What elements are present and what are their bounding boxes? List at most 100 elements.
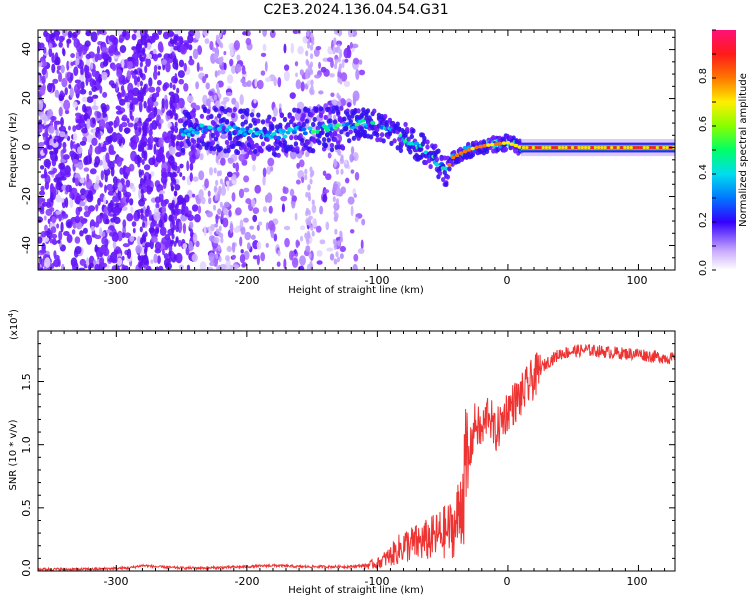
- spectrogram-noise-blob: [38, 42, 45, 49]
- spectrogram-noise-blob: [108, 56, 112, 63]
- spectrogram-ridge-blob: [276, 152, 281, 158]
- spectrogram-streak-blob: [172, 141, 176, 148]
- spectrogram-noise-blob: [193, 213, 201, 223]
- spectrogram-ridge-blob: [321, 136, 327, 143]
- spectrogram-ridge-blob: [210, 140, 216, 146]
- spectrogram-ridge-blob: [235, 149, 241, 156]
- spectrogram-streak-blob: [173, 171, 177, 178]
- spectrogram-noise-blob: [112, 195, 118, 203]
- spectrogram-streak-blob: [169, 172, 173, 179]
- spectrogram-hot-spot: [482, 144, 487, 148]
- spectrogram-noise-blob: [39, 267, 44, 270]
- spectrogram-ridge-blob: [323, 114, 328, 121]
- spectrogram-streak-blob: [212, 204, 217, 211]
- spectrogram-noise-blob: [183, 82, 189, 92]
- spectrogram-noise-blob: [138, 188, 142, 200]
- spectrogram-noise-blob: [280, 195, 288, 202]
- spectrogram-noise-blob: [222, 182, 226, 189]
- spectrogram-ridge-blob: [213, 136, 219, 142]
- spectrogram-streak-blob: [220, 237, 224, 244]
- spectrogram-streak-blob: [143, 175, 147, 182]
- spectrogram-carrier-spot: [649, 145, 653, 150]
- spectrogram-noise-blob: [88, 262, 94, 269]
- spectrogram-noise-blob: [58, 230, 63, 241]
- spectrogram-noise-blob: [146, 117, 152, 122]
- spectrogram-noise-blob: [236, 54, 241, 61]
- colorbar: 0.0 0.2 0.4 0.6 0.8 Normalized spectral …: [698, 29, 749, 276]
- spectrogram-noise-blob: [173, 213, 178, 221]
- spectrogram-noise-blob: [131, 221, 137, 227]
- spectrogram-noise-blob: [159, 190, 165, 195]
- spectrogram-noise-blob: [240, 78, 245, 84]
- spectrogram-noise-blob: [100, 170, 105, 181]
- spectrogram-noise-blob: [168, 145, 176, 156]
- spectrogram-noise-blob: [96, 30, 101, 36]
- spectrogram-noise-blob: [126, 213, 134, 222]
- spectrogram-ridge-blob: [224, 139, 230, 145]
- spectrogram-ridge-blob: [310, 121, 316, 128]
- spectrogram-noise-blob: [78, 201, 86, 207]
- spectrogram-noise-blob: [51, 52, 55, 63]
- spectrogram-noise-blob: [245, 37, 252, 46]
- spectrogram-noise-blob: [154, 34, 160, 40]
- spectrogram-noise-blob: [225, 91, 233, 97]
- spectrogram-carrier-spot: [531, 145, 535, 150]
- spectrogram-panel: -300 -200 -100 0 100 Height of straight …: [8, 29, 676, 296]
- spectrogram-noise-blob: [220, 100, 227, 105]
- spectrogram-noise-blob: [158, 137, 164, 148]
- spectrogram-noise-blob: [265, 221, 269, 231]
- spectrogram-noise-blob: [46, 160, 51, 170]
- spectrogram-noise-blob: [124, 232, 132, 239]
- spectrogram-ridge-blob: [232, 106, 238, 113]
- spectrogram-noise-blob: [194, 30, 201, 40]
- spectrogram-streak-blob: [219, 178, 224, 185]
- spectrogram-noise-blob: [86, 193, 94, 203]
- spectrogram-streak-blob: [333, 30, 338, 35]
- spectrogram-streak-blob: [139, 226, 143, 233]
- spectrogram-noise-blob: [335, 40, 343, 47]
- spectrogram-streak-blob: [175, 236, 179, 243]
- spectrogram-ridge-blob: [196, 138, 202, 144]
- spectrogram-noise-blob: [295, 239, 300, 248]
- spectrogram-ridge-blob: [209, 145, 214, 152]
- bot-ytick-1: 0.0: [20, 559, 33, 577]
- spectrogram-noise-blob: [105, 152, 110, 163]
- spectrogram-hot-spot: [458, 151, 464, 155]
- spectrogram-noise-blob: [162, 249, 165, 256]
- spectrogram-ridge-blob: [215, 132, 220, 138]
- spectrogram-noise-blob: [358, 69, 366, 76]
- spectrogram-ridge-blob: [292, 107, 297, 113]
- spectrogram-noise-blob: [246, 80, 252, 88]
- spectrogram-noise-blob: [203, 225, 207, 237]
- spectrogram-noise-blob: [86, 118, 91, 130]
- spectrogram-noise-blob: [92, 117, 96, 125]
- spectrogram-ridge-blob: [332, 131, 338, 137]
- spectrogram-noise-blob: [215, 213, 219, 225]
- spectrogram-ridge-blob: [293, 135, 299, 141]
- spectrogram-noise-blob: [60, 117, 64, 127]
- spectrogram-ridge-blob: [436, 148, 441, 154]
- spectrogram-noise-blob: [223, 62, 227, 71]
- spectrogram-ridge-blob: [212, 121, 217, 127]
- spectrogram-ridge-blob: [317, 139, 322, 146]
- spectrogram-streak-blob: [219, 201, 223, 208]
- spectrogram-noise-blob: [62, 147, 67, 154]
- spectrogram-ridge-blob: [260, 141, 266, 147]
- spectrogram-ridge-blob: [334, 144, 339, 150]
- spectrogram-noise-blob: [361, 218, 366, 226]
- spectrogram-noise-blob: [265, 242, 269, 248]
- spectrogram-noise-blob: [121, 121, 128, 128]
- spectrogram-noise-blob: [42, 236, 50, 243]
- spectrogram-noise-blob: [80, 195, 87, 200]
- spectrogram-streak-blob: [306, 60, 310, 67]
- spectrogram-streak-blob: [139, 72, 144, 79]
- spectrogram-noise-blob: [270, 230, 275, 239]
- spectrogram-noise-blob: [62, 141, 67, 149]
- spectrogram-ridge-blob: [332, 136, 338, 143]
- spectrogram-ridge-blob: [306, 108, 311, 114]
- spectrogram-noise-blob: [179, 172, 183, 178]
- spectrogram-ridge-blob: [260, 119, 266, 125]
- spectrogram-streak-blob: [169, 53, 173, 60]
- spectrogram-streak-blob: [306, 30, 310, 34]
